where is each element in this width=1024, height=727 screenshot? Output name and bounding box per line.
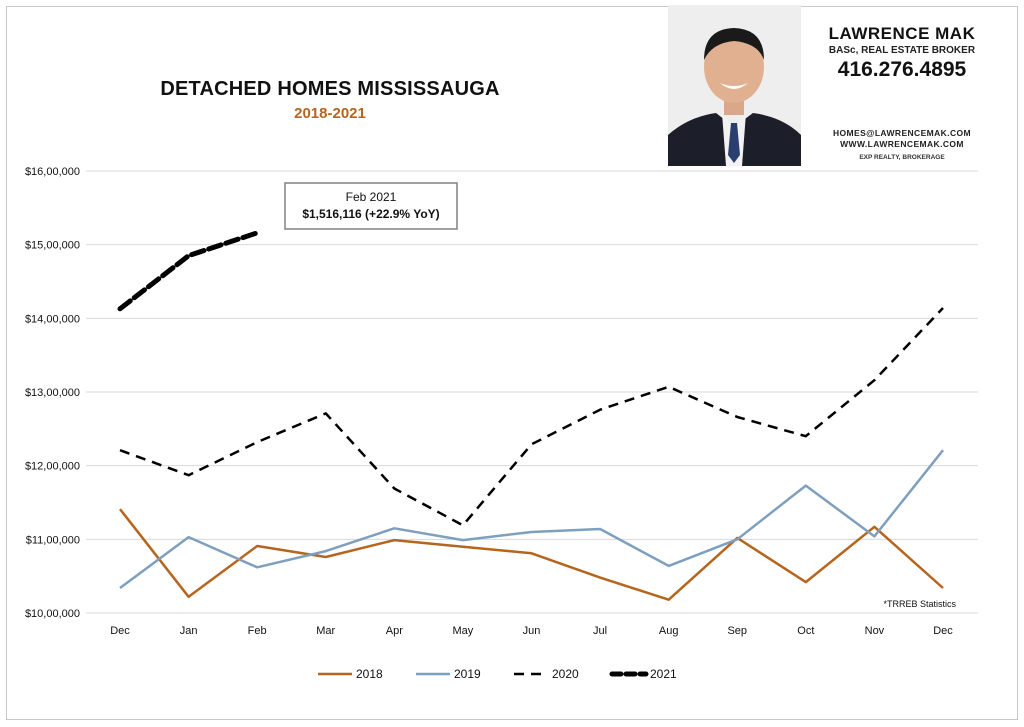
source-note: *TRREB Statistics: [883, 599, 956, 609]
x-tick-label: May: [453, 625, 474, 637]
agent-portrait-image: [668, 5, 801, 166]
x-tick-label: Mar: [316, 625, 335, 637]
x-tick-label: Dec: [110, 625, 130, 637]
agent-website[interactable]: WWW.LAWRENCEMAK.COM: [840, 139, 964, 149]
chart-frame: [6, 6, 1018, 720]
legend-label-2018: 2018: [356, 667, 383, 681]
series-line-2018: [119, 508, 944, 601]
x-axis-labels: Dec Jan Feb Mar Apr May Jun Jul Aug Sep Oct Nov Dec: [110, 625, 953, 637]
x-tick-label: Feb: [248, 625, 267, 637]
chart-title: DETACHED HOMES MISSISSAUGA: [160, 78, 500, 100]
x-tick-label: Apr: [386, 625, 403, 637]
series-line-2021: [117, 230, 260, 312]
x-tick-label: Aug: [659, 625, 679, 637]
x-tick-label: Nov: [865, 625, 885, 637]
agent-name: LAWRENCE MAK: [828, 24, 976, 43]
annotation-line-1: Feb 2021: [346, 190, 397, 204]
x-tick-label: Oct: [797, 625, 814, 637]
y-tick-label: $13,00,000: [25, 387, 80, 399]
annotation: Feb 2021 $1,516,116 (+22.9% YoY): [284, 182, 458, 230]
y-tick-label: $16,00,000: [25, 166, 80, 178]
y-tick-label: $12,00,000: [25, 461, 80, 473]
grid-lines: [86, 170, 978, 614]
agent-credentials: BASc, REAL ESTATE BROKER: [828, 45, 976, 56]
agent-brokerage: EXP REALTY, BROKERAGE: [859, 154, 945, 161]
annotation-line-2: $1,516,116 (+22.9% YoY): [302, 207, 439, 221]
x-tick-label: Jul: [593, 625, 607, 637]
legend-label-2020: 2020: [552, 667, 579, 681]
chart-subtitle: 2018-2021: [294, 105, 366, 122]
agent-email[interactable]: HOMES@LAWRENCEMAK.COM: [832, 128, 972, 138]
x-tick-label: Jan: [180, 625, 198, 637]
y-tick-label: $15,00,000: [25, 240, 80, 252]
x-tick-label: Dec: [933, 625, 953, 637]
legend: 2018 2019 2020 2021: [318, 667, 677, 681]
y-tick-label: $10,00,000: [25, 608, 80, 620]
y-tick-label: $11,00,000: [26, 534, 80, 546]
series-lines: [117, 230, 944, 601]
agent-photo: [668, 5, 801, 166]
y-tick-label: $14,00,000: [25, 313, 80, 325]
agent-phone[interactable]: 416.276.4895: [837, 58, 967, 81]
y-axis-labels: $10,00,000 $11,00,000 $12,00,000 $13,00,000…: [25, 166, 80, 620]
legend-label-2021: 2021: [650, 667, 677, 681]
series-line-2020: [119, 307, 944, 527]
series-line-2019: [119, 449, 944, 590]
x-tick-label: Jun: [523, 625, 541, 637]
x-tick-label: Sep: [727, 625, 747, 637]
annotation-box: [284, 182, 458, 230]
legend-label-2019: 2019: [454, 667, 481, 681]
